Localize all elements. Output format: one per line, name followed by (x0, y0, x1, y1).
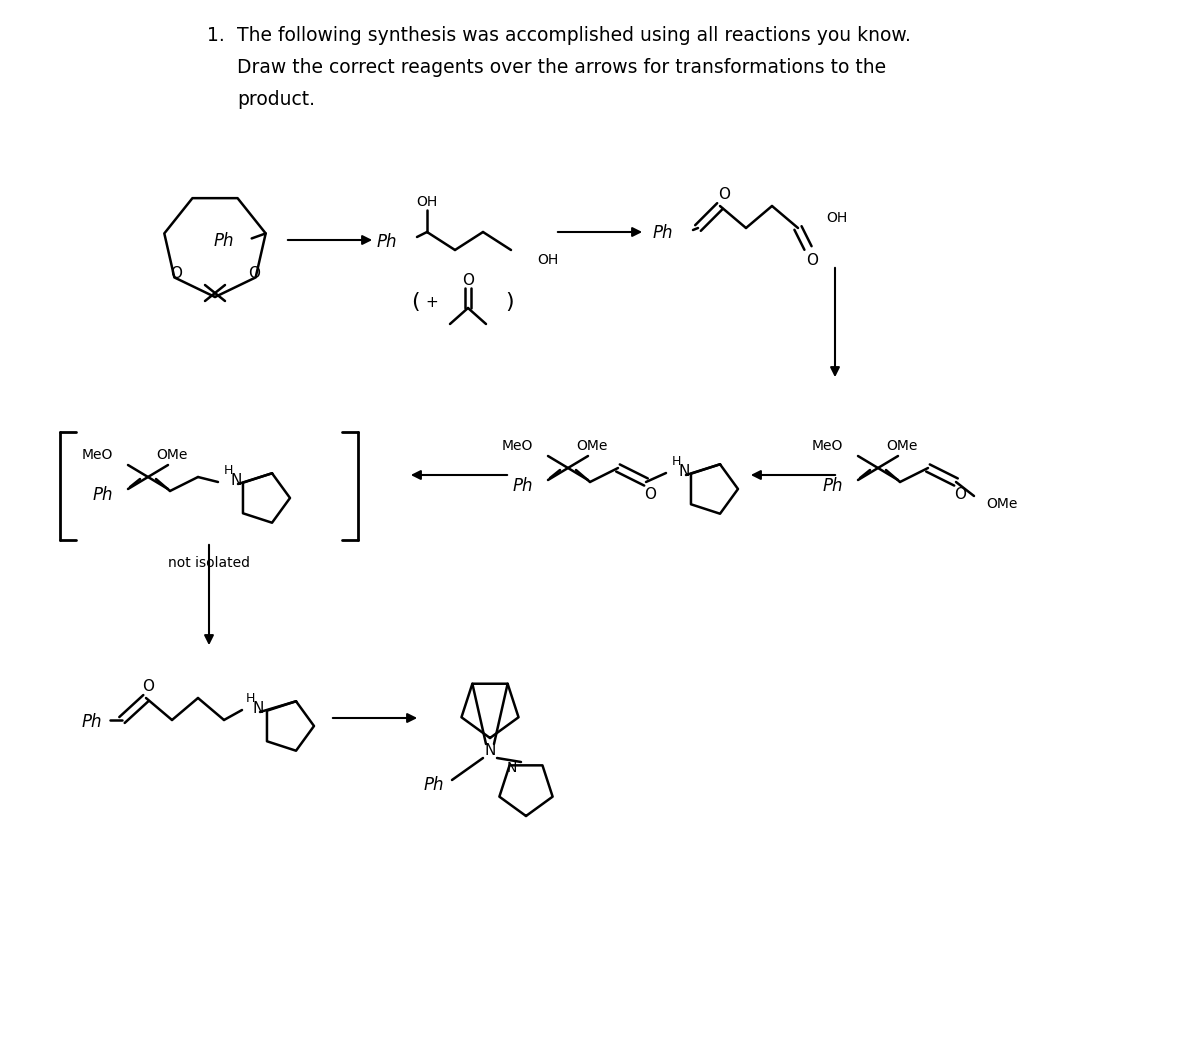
Text: O: O (170, 265, 182, 281)
Text: O: O (718, 187, 730, 201)
Text: Ph: Ph (512, 477, 533, 495)
Text: 1.: 1. (208, 26, 224, 45)
Text: N: N (485, 742, 496, 757)
Text: O: O (644, 486, 656, 502)
Text: N: N (678, 464, 689, 478)
Text: not isolated: not isolated (168, 556, 250, 570)
Text: Ph: Ph (424, 776, 444, 794)
Text: OMe: OMe (156, 448, 187, 463)
Text: O: O (954, 486, 966, 502)
Text: Draw the correct reagents over the arrows for transformations to the: Draw the correct reagents over the arrow… (238, 58, 886, 77)
Text: OH: OH (826, 211, 847, 225)
Text: The following synthesis was accomplished using all reactions you know.: The following synthesis was accomplished… (238, 26, 911, 45)
Text: Ph: Ph (822, 477, 842, 495)
Text: MeO: MeO (82, 448, 113, 463)
Text: O: O (462, 273, 474, 287)
Text: (: ( (410, 292, 419, 312)
Text: MeO: MeO (811, 439, 842, 453)
Text: Ph: Ph (377, 233, 397, 251)
Text: O: O (806, 252, 818, 268)
Text: OMe: OMe (886, 439, 917, 453)
Text: N: N (506, 761, 517, 775)
Text: OMe: OMe (576, 439, 607, 453)
Text: +: + (426, 295, 438, 309)
Text: H: H (223, 464, 233, 476)
Text: O: O (142, 678, 154, 694)
Text: O: O (247, 265, 259, 281)
Text: OMe: OMe (986, 497, 1018, 511)
Text: Ph: Ph (653, 224, 673, 242)
Text: OH: OH (538, 253, 558, 267)
Text: Ph: Ph (82, 713, 102, 731)
Text: Ph: Ph (92, 486, 113, 504)
Text: Ph: Ph (214, 232, 234, 250)
Text: OH: OH (416, 195, 438, 209)
Text: MeO: MeO (502, 439, 533, 453)
Text: product.: product. (238, 90, 314, 109)
Text: H: H (671, 454, 680, 468)
Text: ): ) (505, 292, 515, 312)
Text: N: N (252, 701, 263, 716)
Text: N: N (230, 473, 241, 487)
Text: H: H (245, 692, 254, 704)
